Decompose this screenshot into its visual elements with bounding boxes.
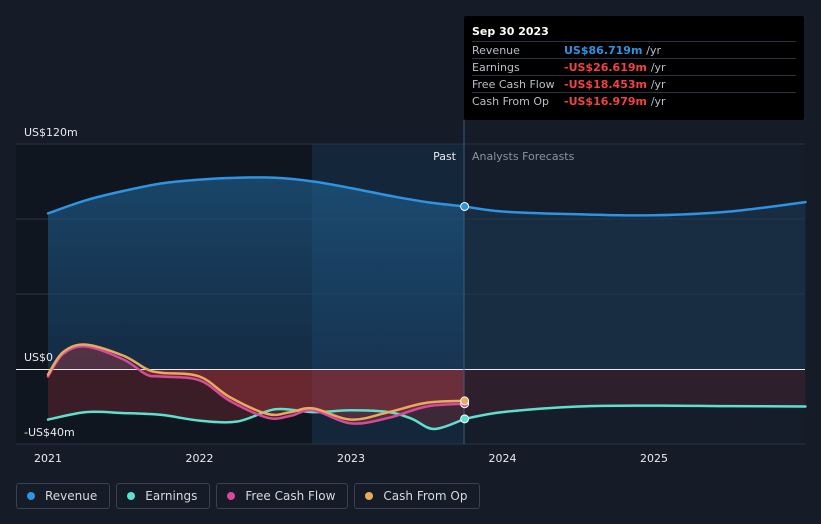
y-axis-labels: US$120m US$0 -US$40m	[24, 126, 78, 439]
cash-from-op-dot-icon	[365, 492, 374, 500]
tooltip-value: -US$16.979m /yr	[564, 95, 666, 108]
x-tick-label: 2025	[640, 452, 668, 465]
tooltip-label: Cash From Op	[472, 95, 550, 108]
tooltip-value: -US$18.453m /yr	[564, 78, 666, 91]
revenue-area	[48, 177, 465, 369]
tooltip-value: US$86.719m /yr	[564, 44, 662, 57]
series-markers	[460, 201, 470, 424]
revenue-forecast-area	[464, 202, 806, 369]
earnings-forecast-line	[463, 404, 807, 421]
x-tick-label: 2024	[489, 452, 517, 465]
legend-item-revenue[interactable]: Revenue	[16, 483, 111, 509]
data-tooltip: Sep 30 2023 Revenue US$86.719m /yr Earni…	[464, 16, 804, 120]
tooltip-row-free-cash-flow: Free Cash Flow -US$18.453m /yr	[472, 75, 796, 93]
free-cash-flow-dot-icon	[227, 492, 236, 500]
free-cash-flow-area	[48, 346, 465, 424]
x-axis-labels: 2021 2022 2023 2024 2025	[34, 452, 668, 465]
earnings-dot-icon	[127, 492, 136, 500]
x-tick-label: 2022	[186, 452, 214, 465]
legend-label: Cash From Op	[383, 489, 468, 503]
tooltip-label: Revenue	[472, 44, 520, 57]
series-lines	[46, 176, 807, 431]
earnings-marker	[460, 414, 470, 424]
earnings-line	[46, 407, 466, 431]
tooltip-row-earnings: Earnings -US$26.619m /yr	[472, 58, 796, 76]
tooltip-row-revenue: Revenue US$86.719m /yr	[472, 41, 796, 59]
tooltip-label: Earnings	[472, 61, 520, 74]
x-tick-label: 2021	[34, 452, 62, 465]
x-tick-label: 2023	[337, 452, 365, 465]
revenue-forecast-line	[463, 200, 807, 217]
free-cash-flow-line	[46, 345, 466, 425]
tooltip-label: Free Cash Flow	[472, 78, 555, 91]
cash-from-op-marker	[460, 396, 470, 406]
legend-item-free-cash-flow[interactable]: Free Cash Flow	[216, 483, 349, 509]
legend-label: Earnings	[145, 489, 198, 503]
tooltip-value: -US$26.619m /yr	[564, 61, 666, 74]
y-tick-label: -US$40m	[24, 426, 75, 439]
y-tick-label: US$0	[24, 351, 53, 364]
legend-item-cash-from-op[interactable]: Cash From Op	[354, 483, 481, 509]
chart-legend: Revenue Earnings Free Cash Flow Cash Fro…	[16, 483, 481, 511]
y-tick-label: US$120m	[24, 126, 78, 139]
revenue-dot-icon	[27, 492, 35, 500]
past-label: Past	[433, 150, 457, 163]
tooltip-row-cash-from-op: Cash From Op -US$16.979m /yr	[472, 92, 796, 110]
revenue-line	[46, 176, 466, 215]
forecast-label: Analysts Forecasts	[472, 150, 575, 163]
revenue-marker	[460, 201, 470, 211]
cash-from-op-line	[46, 343, 466, 421]
legend-label: Revenue	[45, 489, 98, 503]
earnings-forecast-area	[464, 369, 806, 419]
legend-item-earnings[interactable]: Earnings	[116, 483, 211, 509]
tooltip-date: Sep 30 2023	[472, 25, 549, 38]
legend-label: Free Cash Flow	[245, 489, 336, 503]
